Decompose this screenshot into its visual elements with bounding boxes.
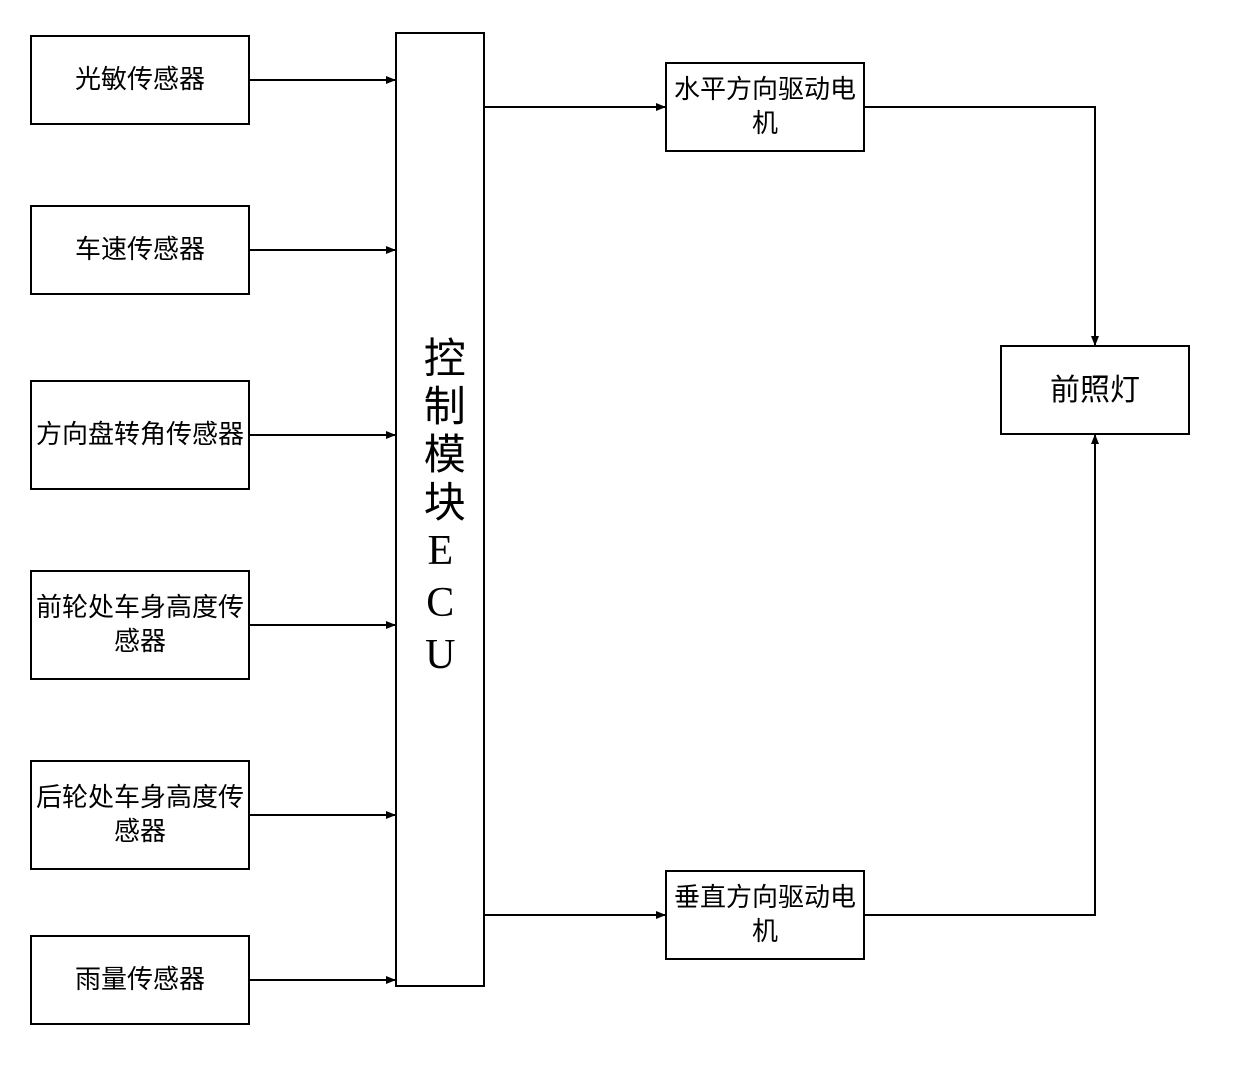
diagram-canvas: 光敏传感器 车速传感器 方向盘转角传感器 前轮处车身高度传感器 后轮处车身高度传… bbox=[0, 0, 1240, 1069]
edge-motor-h-headlight bbox=[865, 107, 1095, 345]
sensor-box-front-height: 前轮处车身高度传感器 bbox=[30, 570, 250, 680]
sensor-label: 车速传感器 bbox=[75, 233, 205, 267]
sensor-label: 光敏传感器 bbox=[75, 63, 205, 97]
ecu-box: 控制模块ECU bbox=[395, 32, 485, 987]
edge-motor-v-headlight bbox=[865, 435, 1095, 915]
motor-box-vertical: 垂直方向驱动电机 bbox=[665, 870, 865, 960]
motor-label: 垂直方向驱动电机 bbox=[667, 881, 863, 949]
ecu-label: 控制模块ECU bbox=[413, 336, 468, 684]
sensor-label: 后轮处车身高度传感器 bbox=[32, 781, 248, 849]
sensor-box-speed: 车速传感器 bbox=[30, 205, 250, 295]
motor-label: 水平方向驱动电机 bbox=[667, 73, 863, 141]
sensor-box-steering: 方向盘转角传感器 bbox=[30, 380, 250, 490]
sensor-box-light: 光敏传感器 bbox=[30, 35, 250, 125]
motor-box-horizontal: 水平方向驱动电机 bbox=[665, 62, 865, 152]
sensor-box-rear-height: 后轮处车身高度传感器 bbox=[30, 760, 250, 870]
sensor-box-rain: 雨量传感器 bbox=[30, 935, 250, 1025]
sensor-label: 方向盘转角传感器 bbox=[36, 418, 244, 452]
sensor-label: 雨量传感器 bbox=[75, 963, 205, 997]
arrows-layer bbox=[0, 0, 1240, 1069]
sensor-label: 前轮处车身高度传感器 bbox=[32, 591, 248, 659]
headlight-box: 前照灯 bbox=[1000, 345, 1190, 435]
headlight-label: 前照灯 bbox=[1050, 371, 1140, 410]
